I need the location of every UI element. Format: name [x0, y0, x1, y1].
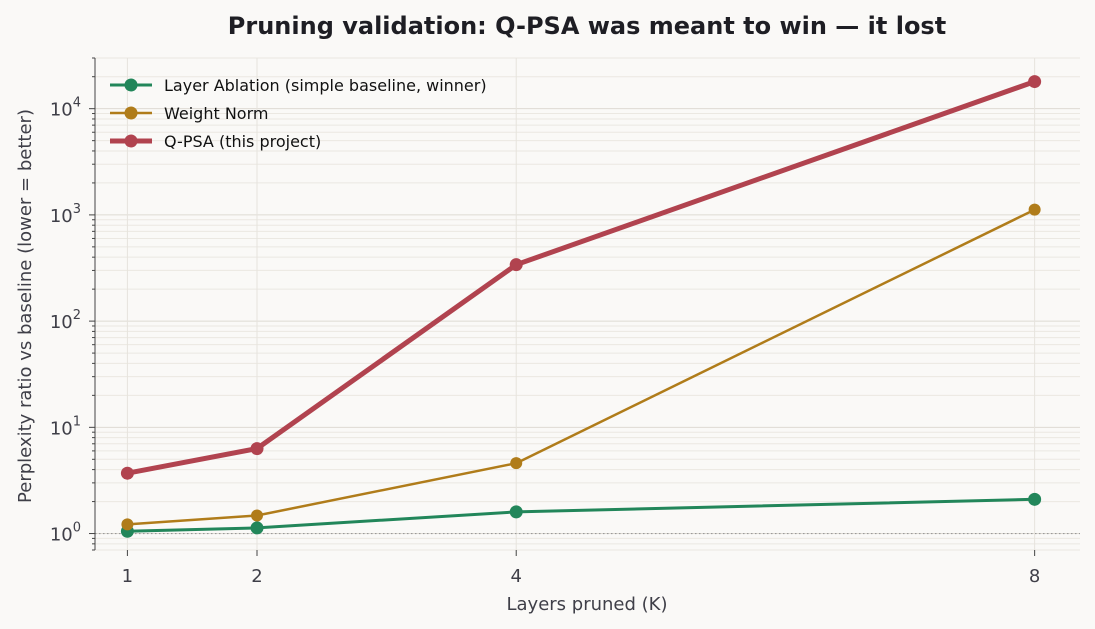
- x-tick-label: 2: [251, 566, 262, 587]
- y-tick-label: 100: [50, 521, 81, 546]
- series-line: [124, 79, 1038, 476]
- x-tick-label: 8: [1029, 566, 1040, 587]
- data-point: [1028, 492, 1042, 506]
- y-axis-label: Perplexity ratio vs baseline (lower = be…: [15, 109, 36, 503]
- data-point: [120, 466, 134, 480]
- data-point: [121, 518, 134, 531]
- chart-title: Pruning validation: Q-PSA was meant to w…: [228, 12, 946, 40]
- data-point: [510, 457, 523, 470]
- legend-label: Weight Norm: [164, 104, 268, 123]
- series-layer-ablation-simple-baseline-winner: [120, 492, 1042, 538]
- data-point: [250, 521, 264, 535]
- axes: 100 101 102 103 104 1 2 4 8: [50, 57, 1040, 587]
- series-weight-norm: [121, 203, 1041, 531]
- y-tick-label: 103: [50, 202, 81, 227]
- series-lines: [120, 75, 1042, 538]
- data-point: [1028, 203, 1041, 216]
- legend-label: Layer Ablation (simple baseline, winner): [164, 76, 487, 95]
- x-tick-label: 1: [122, 566, 133, 587]
- series-line: [125, 497, 1037, 533]
- y-tick-label: 104: [50, 96, 81, 121]
- data-point: [509, 505, 523, 519]
- series-q-psa-this-project: [120, 75, 1042, 480]
- y-tick-label: 102: [50, 308, 81, 333]
- legend-marker: [124, 134, 138, 148]
- legend-marker: [124, 78, 138, 92]
- legend-label: Q-PSA (this project): [164, 132, 321, 151]
- y-tick-label: 101: [50, 414, 81, 439]
- data-point: [250, 442, 264, 456]
- data-point: [251, 509, 264, 522]
- x-tick-label: 4: [510, 566, 521, 587]
- legend-marker: [124, 106, 138, 120]
- x-axis-label: Layers pruned (K): [507, 594, 668, 615]
- data-point: [509, 258, 523, 272]
- data-point: [1028, 75, 1042, 89]
- legend: Layer Ablation (simple baseline, winner)…: [110, 76, 487, 151]
- series-line: [126, 208, 1036, 526]
